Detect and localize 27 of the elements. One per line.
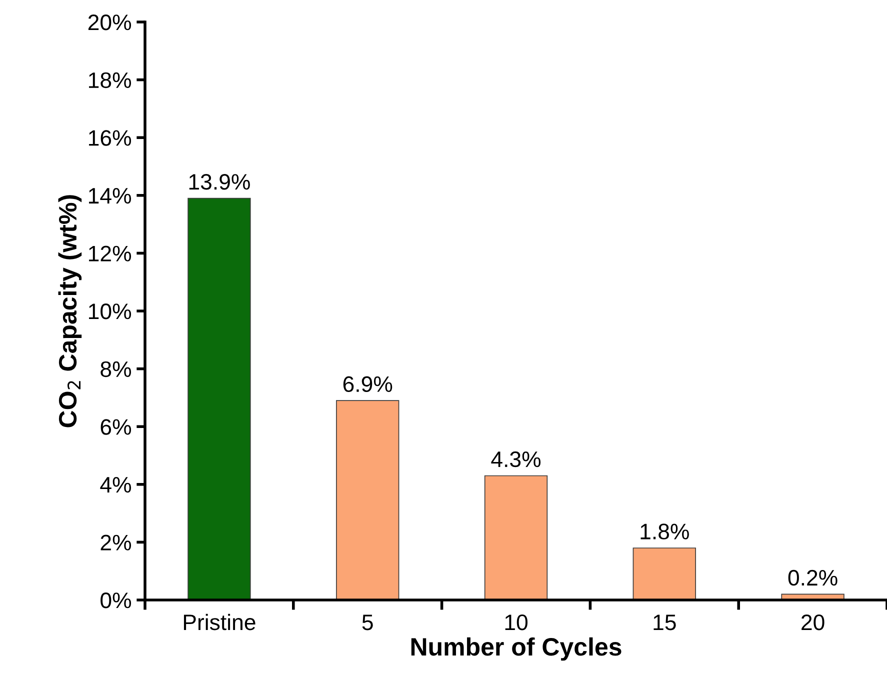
y-tick-label: 4%	[100, 477, 132, 493]
y-tick-label: 0%	[100, 592, 132, 608]
data-label: 4.3%	[491, 451, 541, 468]
y-tick-label: 6%	[100, 419, 132, 435]
bar	[336, 400, 400, 600]
x-tick-label: Pristine	[184, 614, 256, 630]
y-tick-label: 20%	[88, 14, 132, 30]
x-tick-label: 10	[505, 614, 528, 630]
x-tick-label: 5	[362, 614, 373, 630]
y-tick-label: 8%	[100, 361, 132, 378]
y-tick-label: 2%	[100, 534, 132, 550]
y-tick-label: 14%	[89, 188, 132, 204]
bar	[484, 475, 548, 600]
x-axis-title: Number of Cycles	[411, 637, 622, 661]
y-tick-label: 18%	[89, 72, 132, 88]
x-tick-label: 15	[654, 614, 676, 630]
data-label: 1.8%	[640, 524, 689, 540]
x-tick-label: 20	[802, 614, 824, 630]
data-label: 13.9%	[189, 174, 250, 190]
y-tick-label: 10%	[89, 304, 132, 320]
bar	[632, 548, 696, 600]
y-tick-label: 12%	[89, 246, 132, 262]
y-axis-title: CO$_{2}$ Capacity (wt%)	[58, 195, 82, 428]
y-tick-label: 16%	[89, 130, 132, 146]
data-label: 0.2%	[788, 570, 838, 586]
bar	[188, 198, 251, 600]
data-label: 6.9%	[343, 376, 392, 392]
